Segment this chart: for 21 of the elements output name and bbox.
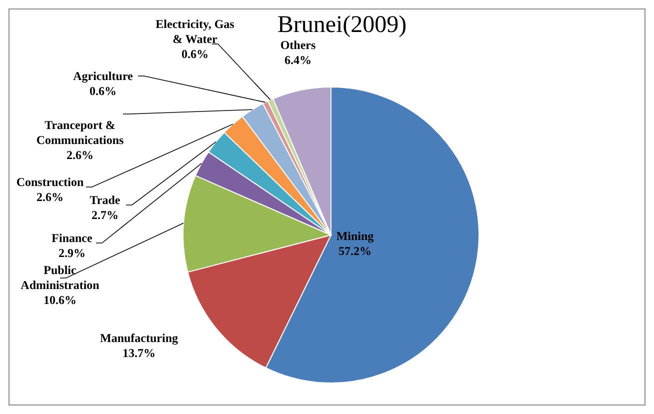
slice-label: Tranceport & Communications — [36, 118, 124, 147]
slice-label: Trade — [90, 193, 121, 207]
data-label: 0.6% — [90, 84, 116, 98]
data-label: 6.4% — [284, 53, 312, 67]
slice-label: Manufacturing — [100, 331, 178, 345]
data-label: 10.6% — [44, 293, 76, 307]
slice-label: Public Administration — [20, 263, 100, 292]
data-label: 2.6% — [36, 190, 64, 204]
data-label: 2.9% — [58, 246, 86, 260]
slice-label: Construction — [16, 175, 84, 189]
slice-label: Electricity, Gas & Water — [156, 17, 235, 46]
slice-label: Others — [280, 38, 316, 52]
slice-label: Agriculture — [73, 69, 134, 83]
data-label: 57.2% — [338, 244, 372, 258]
slice-label: Mining — [336, 229, 374, 243]
data-label: 13.7% — [122, 346, 156, 360]
chart-title: Brunei(2009) — [277, 12, 407, 38]
data-label: 2.6% — [66, 148, 94, 162]
slice-label: Finance — [52, 231, 93, 245]
data-label: 2.7% — [92, 208, 118, 222]
data-label: 0.6% — [182, 47, 208, 61]
